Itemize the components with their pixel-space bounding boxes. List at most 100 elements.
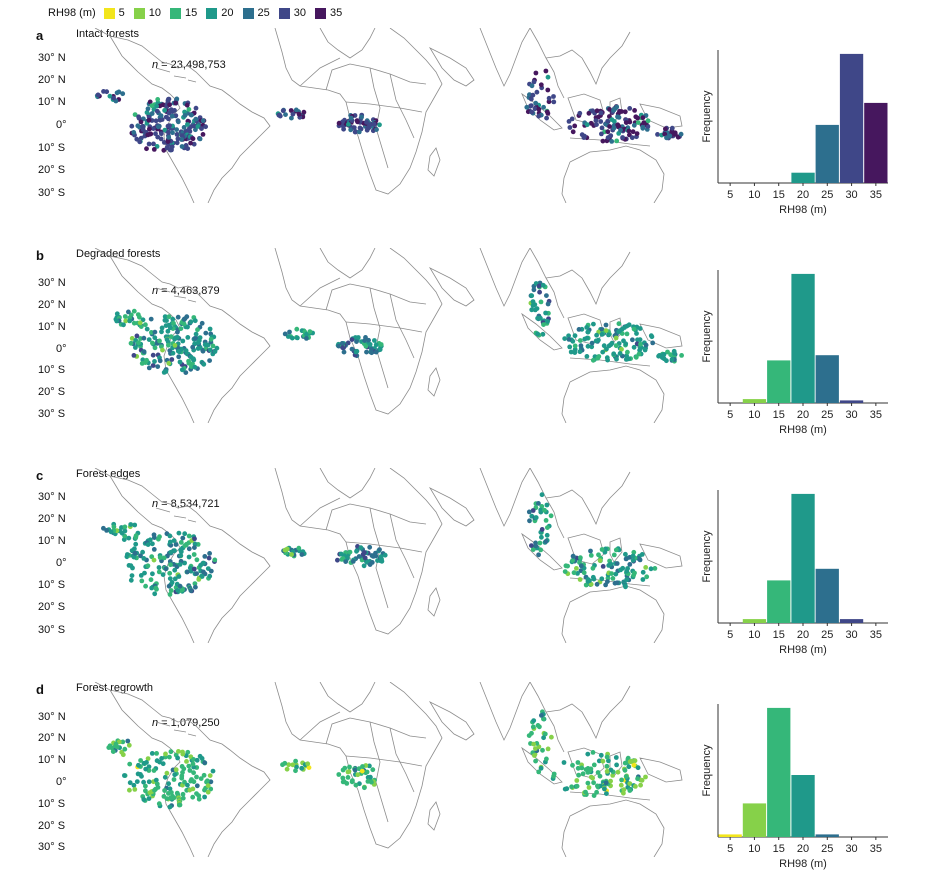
hex-cell <box>623 774 629 779</box>
hex-cell <box>577 349 583 355</box>
hex-cell <box>369 779 374 785</box>
x-tick-label: 5 <box>727 629 733 641</box>
panel-b: b Degraded forests 30° N 20° N 10° N 0° … <box>0 248 943 448</box>
hex-cell <box>338 551 344 557</box>
hex-cell <box>340 556 346 561</box>
hex-cell <box>536 552 541 558</box>
hex-cell <box>165 328 171 334</box>
hex-cell <box>196 793 202 799</box>
hex-cells <box>94 68 684 153</box>
hex-cell <box>202 554 208 559</box>
hex-cell <box>541 104 546 110</box>
coastline <box>274 682 443 849</box>
hex-cell <box>585 329 591 335</box>
hex-cell <box>591 780 596 786</box>
hex-cell <box>602 786 607 792</box>
hex-cell <box>144 760 149 765</box>
hex-cell <box>133 345 138 350</box>
hex-cell <box>585 343 591 349</box>
hex-cell <box>162 108 167 113</box>
y-axis-label: Frequency <box>701 530 713 582</box>
hex-cell <box>537 540 543 546</box>
hex-cell <box>355 772 361 778</box>
hex-cell <box>609 571 614 576</box>
hex-cell <box>578 555 583 561</box>
hex-cell <box>539 527 545 532</box>
histogram-bar <box>791 172 815 183</box>
hex-cell <box>608 767 614 773</box>
hex-cell <box>149 111 155 116</box>
hex-cell <box>369 350 374 356</box>
hex-cell <box>568 349 574 355</box>
lat-label: 10° S <box>38 579 66 591</box>
hex-cell <box>140 317 146 323</box>
hex-cell <box>572 350 578 355</box>
hex-cell <box>164 770 170 776</box>
sample-count: n = 1,079,250 <box>152 717 220 729</box>
hex-cell <box>167 570 173 576</box>
hex-cell <box>199 756 205 761</box>
hex-cell <box>122 528 128 534</box>
hex-cell <box>672 351 677 356</box>
hex-cell <box>613 571 619 577</box>
hex-cell <box>191 770 196 776</box>
hex-cell <box>153 777 159 783</box>
hex-cell <box>529 730 534 736</box>
hex-cell <box>172 772 178 778</box>
histogram-bar <box>767 707 791 837</box>
x-tick-label: 20 <box>797 189 809 201</box>
hex-cell <box>526 509 532 515</box>
hex-cell <box>172 343 178 348</box>
hex-cell <box>610 576 616 581</box>
hex-cell <box>128 340 134 346</box>
hex-cell <box>305 761 311 767</box>
hex-cell <box>173 542 179 547</box>
coastline <box>319 28 376 59</box>
n-symbol: n <box>152 498 159 510</box>
hex-cell <box>156 569 162 575</box>
hex-cell <box>533 758 538 764</box>
hex-cell <box>363 343 369 349</box>
hex-cell <box>163 369 169 374</box>
hex-cell <box>618 567 623 573</box>
y-axis-label: Frequency <box>701 90 713 142</box>
hex-cell <box>577 338 583 343</box>
hex-cell <box>207 358 213 363</box>
hex-cell <box>192 536 197 542</box>
hex-cell <box>538 507 544 513</box>
coastline <box>274 248 443 415</box>
hex-cell <box>121 537 127 542</box>
x-tick-label: 15 <box>773 409 785 421</box>
hex-cell <box>136 762 141 768</box>
hex-cell <box>544 293 549 298</box>
hex-cell <box>616 123 622 129</box>
hex-cell <box>174 132 180 137</box>
hex-cell <box>599 332 605 337</box>
hex-cell <box>212 349 218 354</box>
hex-cell <box>529 543 534 548</box>
coastline <box>561 365 665 423</box>
hex-cell <box>630 558 636 563</box>
hex-cell <box>294 764 299 770</box>
histogram-bar <box>864 102 888 183</box>
hex-cell <box>195 346 201 351</box>
panel-d: d Forest regrowth 30° N 20° N 10° N 0° 1… <box>0 682 943 882</box>
hex-cell <box>143 583 148 589</box>
hex-cell <box>177 583 183 589</box>
coastline <box>479 28 531 87</box>
hex-cell <box>634 331 639 336</box>
coastline <box>529 28 631 99</box>
hex-cell <box>184 541 189 547</box>
hex-cell <box>570 558 575 563</box>
hex-cell <box>147 126 152 132</box>
lat-label: 20° S <box>38 164 66 176</box>
histogram: 5 10 15 20 25 30 35 RH98 (m) Frequency <box>701 50 888 216</box>
hex-cell <box>120 91 126 97</box>
hex-cell <box>652 566 658 571</box>
coastline <box>428 267 475 307</box>
hex-cell <box>296 111 302 117</box>
hex-cell <box>644 574 650 580</box>
hex-cell <box>561 760 567 765</box>
coastline <box>561 585 665 643</box>
hex-cell <box>126 563 132 568</box>
